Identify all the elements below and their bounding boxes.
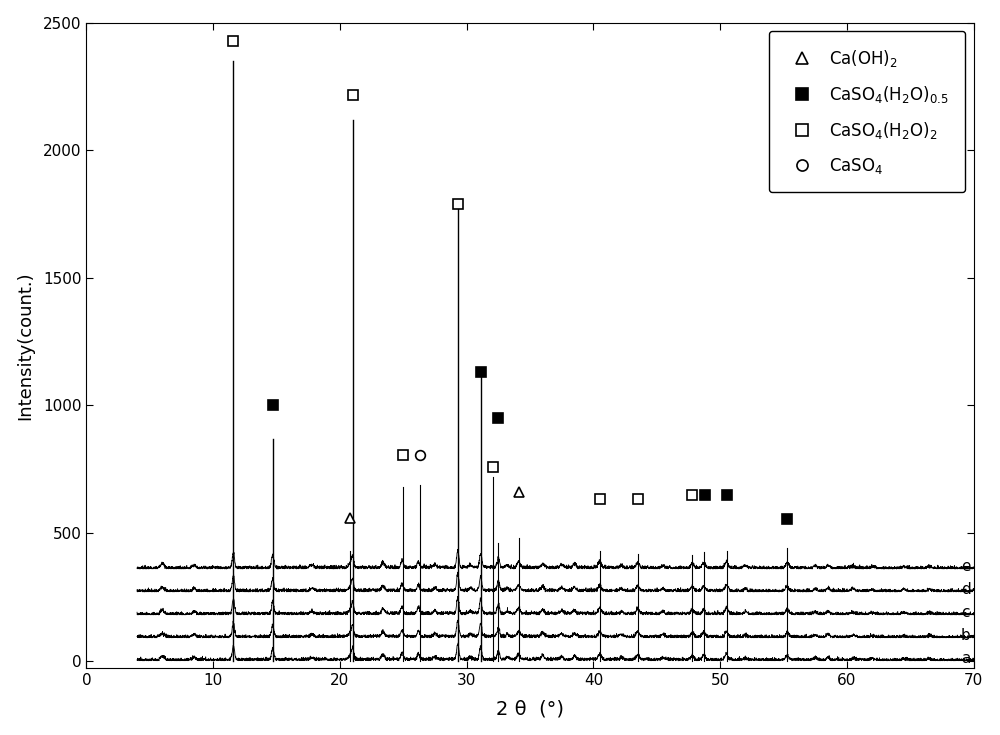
Text: a: a (961, 650, 970, 666)
Text: d: d (961, 581, 971, 597)
Text: b: b (961, 628, 971, 642)
Legend: Ca(OH)$_2$, CaSO$_4$(H$_2$O)$_{0.5}$, CaSO$_4$(H$_2$O)$_2$, CaSO$_4$: Ca(OH)$_2$, CaSO$_4$(H$_2$O)$_{0.5}$, Ca… (769, 31, 965, 193)
Y-axis label: Intensity(count.): Intensity(count.) (17, 271, 35, 420)
X-axis label: 2 θ  (°): 2 θ (°) (496, 699, 564, 718)
Text: e: e (961, 559, 971, 574)
Text: c: c (961, 605, 970, 620)
